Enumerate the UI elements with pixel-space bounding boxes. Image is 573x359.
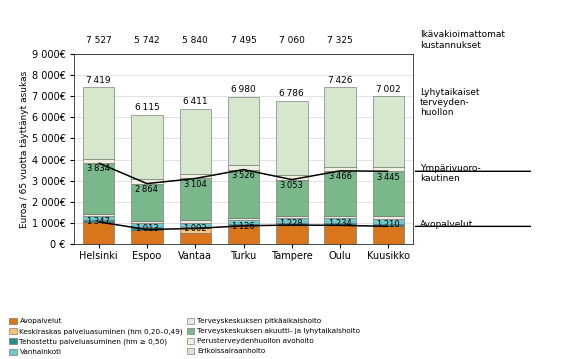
Bar (83, 220, 115, 222)
Bar (372, 219, 404, 224)
Legend: Avopalvelut, Keskiraskas palveluasuminen (hm 0,20–0,49), Tehostettu palveluasumi: Avopalvelut, Keskiraskas palveluasuminen… (9, 318, 360, 355)
Bar (372, 227, 404, 244)
Bar (179, 223, 211, 227)
Bar (131, 229, 163, 244)
Bar (179, 178, 211, 220)
Text: 7 002: 7 002 (376, 85, 401, 94)
Bar (179, 228, 211, 233)
Bar (83, 216, 115, 220)
Bar (276, 218, 308, 223)
Bar (276, 225, 308, 244)
Text: 3 053: 3 053 (280, 181, 303, 190)
Bar (179, 174, 211, 178)
Text: 6 411: 6 411 (183, 97, 207, 106)
Text: 1 347: 1 347 (87, 217, 110, 226)
Text: 7 325: 7 325 (327, 36, 353, 45)
Bar (372, 167, 404, 171)
Bar (179, 227, 211, 228)
Bar (372, 171, 404, 216)
Bar (324, 171, 356, 216)
Bar (131, 115, 163, 180)
Text: 3 526: 3 526 (232, 171, 255, 180)
Bar (324, 223, 356, 225)
Bar (83, 163, 115, 214)
Text: 1 234: 1 234 (329, 219, 351, 228)
Bar (372, 96, 404, 167)
Bar (228, 224, 259, 226)
Text: 5 840: 5 840 (182, 36, 208, 45)
Text: 3 466: 3 466 (329, 172, 352, 181)
Bar (228, 169, 259, 218)
Text: 1 013: 1 013 (136, 224, 158, 233)
Text: 6 786: 6 786 (280, 89, 304, 98)
Bar (276, 101, 308, 175)
Bar (179, 233, 211, 244)
Bar (179, 108, 211, 174)
Text: 7 495: 7 495 (231, 36, 256, 45)
Bar (276, 175, 308, 180)
Text: 1 210: 1 210 (377, 220, 400, 229)
Text: Lyhytaikaiset
terveyden-
huollon: Lyhytaikaiset terveyden- huollon (420, 88, 479, 117)
Bar (324, 225, 356, 244)
Text: 3 834: 3 834 (87, 164, 110, 173)
Text: 7 060: 7 060 (279, 36, 305, 45)
Text: 5 742: 5 742 (134, 36, 160, 45)
Bar (83, 87, 115, 159)
Y-axis label: Euroa / 65 vuotta täyttänyt asukas: Euroa / 65 vuotta täyttänyt asukas (20, 70, 29, 228)
Bar (324, 167, 356, 171)
Bar (131, 227, 163, 229)
Text: 3 104: 3 104 (184, 180, 207, 189)
Bar (83, 222, 115, 244)
Text: 3 445: 3 445 (377, 173, 400, 182)
Bar (324, 216, 356, 218)
Bar (372, 224, 404, 227)
Bar (131, 183, 163, 220)
Bar (276, 216, 308, 218)
Bar (228, 165, 259, 169)
Bar (276, 223, 308, 225)
Text: 1 228: 1 228 (280, 219, 303, 228)
Text: Avopalvelut: Avopalvelut (420, 220, 473, 229)
Bar (228, 97, 259, 165)
Bar (276, 180, 308, 216)
Bar (372, 216, 404, 219)
Text: 6 980: 6 980 (231, 85, 256, 94)
Text: 1 126: 1 126 (232, 222, 255, 230)
Bar (179, 220, 211, 223)
Bar (131, 180, 163, 183)
Bar (324, 218, 356, 223)
Text: 7 426: 7 426 (328, 76, 352, 85)
Text: 2 864: 2 864 (135, 185, 158, 194)
Text: Ikävakioimattomat
kustannukset: Ikävakioimattomat kustannukset (420, 30, 505, 50)
Bar (131, 223, 163, 227)
Text: 7 419: 7 419 (87, 76, 111, 85)
Text: Ympärivuoro-
kautinen: Ympärivuoro- kautinen (420, 164, 481, 183)
Text: 6 115: 6 115 (135, 103, 159, 112)
Bar (83, 159, 115, 163)
Bar (131, 220, 163, 223)
Bar (324, 87, 356, 167)
Bar (228, 226, 259, 244)
Text: 1 002: 1 002 (184, 224, 206, 233)
Bar (83, 214, 115, 216)
Bar (228, 218, 259, 220)
Bar (228, 220, 259, 224)
Text: 7 527: 7 527 (86, 36, 112, 45)
